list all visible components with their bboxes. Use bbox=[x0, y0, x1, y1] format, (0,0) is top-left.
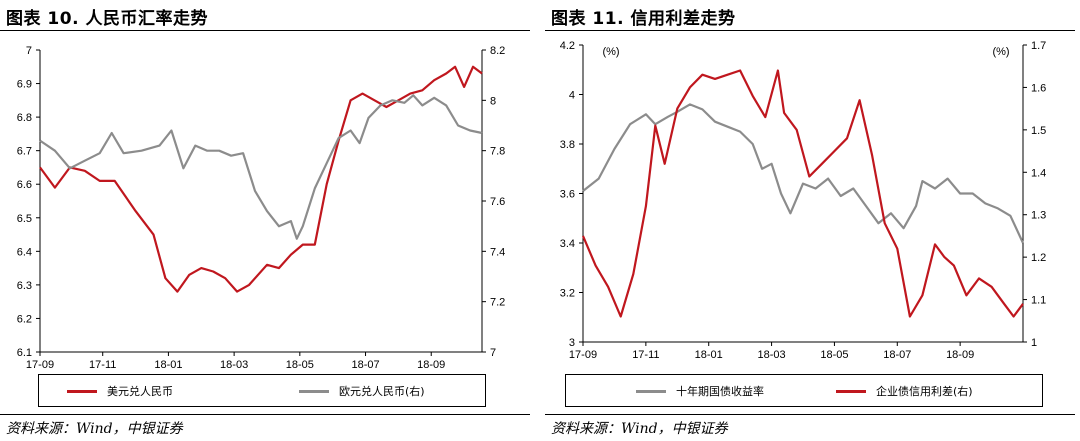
y-tick-label-left: 6.4 bbox=[17, 246, 32, 258]
chart-plot: 6.1 6.2 6.3 6.4 6.5 6.6 6.7 6.8 6.9 7 7 7.2 7.4 7.6 7.… bbox=[17, 45, 506, 371]
y-tick-label-right: 7 bbox=[490, 347, 496, 359]
x-tick-label: 18-07 bbox=[351, 359, 379, 371]
x-tick-label: 18-09 bbox=[946, 349, 974, 361]
y-tick-label-left: 3.4 bbox=[560, 238, 575, 250]
y-tick-label-right: 1.5 bbox=[1031, 125, 1046, 137]
x-tick-label: 18-03 bbox=[758, 349, 786, 361]
x-tick-label: 18-03 bbox=[220, 359, 248, 371]
x-tick-label: 17-09 bbox=[569, 349, 597, 361]
y-tick-label-right: 7.6 bbox=[490, 196, 505, 208]
chart-title: 图表 11. 信用利差走势 bbox=[551, 9, 736, 29]
series-line-2 bbox=[581, 69, 1024, 318]
y-tick-label-left: 6.9 bbox=[17, 79, 32, 91]
y-unit-right: (%) bbox=[992, 46, 1009, 58]
legend-swatch bbox=[636, 389, 666, 393]
y-tick-label-left: 7 bbox=[26, 45, 32, 57]
legend-item-series2: 欧元兑人民币(右) bbox=[299, 384, 425, 398]
legend-label: 十年期国债收益率 bbox=[676, 385, 764, 398]
legend-label: 企业债信用利差(右) bbox=[876, 385, 973, 398]
legend-swatch bbox=[836, 389, 866, 393]
y-tick-label-right: 1.2 bbox=[1031, 252, 1046, 264]
y-tick-label-left: 3.2 bbox=[560, 288, 575, 300]
y-tick-label-right: 7.2 bbox=[490, 297, 505, 309]
x-tick-label: 18-05 bbox=[820, 349, 848, 361]
source-note: 资料来源：Wind，中银证券 bbox=[551, 421, 728, 437]
y-tick-label-left: 6.7 bbox=[17, 146, 32, 158]
y-tick-label-left: 6.2 bbox=[17, 313, 32, 325]
y-tick-label-right: 8 bbox=[490, 95, 496, 107]
y-tick-label-right: 1.4 bbox=[1031, 167, 1046, 179]
legend-item-series1: 美元兑人民币 bbox=[67, 384, 173, 398]
y-tick-label-left: 4 bbox=[569, 90, 575, 102]
y-tick-label-left: 6.5 bbox=[17, 213, 32, 225]
chart-panel-credit-spread: 图表 11. 信用利差走势 3 3.2 3.4 3.6 3.8 4 4.2 1 1.1 1.2 1.… bbox=[545, 0, 1075, 441]
x-tick-label: 18-01 bbox=[695, 349, 723, 361]
legend-item-series1: 十年期国债收益率 bbox=[636, 384, 764, 398]
legend-label: 美元兑人民币 bbox=[107, 385, 173, 398]
y-tick-label-right: 1 bbox=[1031, 337, 1037, 349]
x-tick-label: 17-11 bbox=[632, 349, 659, 361]
chart-title: 图表 10. 人民币汇率走势 bbox=[6, 9, 208, 29]
chart-panel-usd-eur-cny: 图表 10. 人民币汇率走势 6.1 6.2 6.3 6.4 6.5 6.6 6.7 6.8 6… bbox=[0, 0, 530, 441]
y-tick-label-left: 4.2 bbox=[560, 40, 575, 52]
series-line-1 bbox=[582, 103, 1024, 244]
chart-legend: 美元兑人民币 欧元兑人民币(右) bbox=[38, 374, 486, 407]
y-tick-label-left: 6.8 bbox=[17, 112, 32, 124]
x-tick-label: 18-09 bbox=[417, 359, 445, 371]
y-tick-label-right: 1.7 bbox=[1031, 40, 1046, 52]
legend-item-series2: 企业债信用利差(右) bbox=[836, 384, 973, 398]
y-tick-label-left: 3 bbox=[569, 337, 575, 349]
y-tick-label-left: 3.6 bbox=[560, 189, 575, 201]
legend-swatch bbox=[299, 389, 329, 393]
source-rule bbox=[0, 414, 530, 415]
title-rule bbox=[545, 30, 1075, 31]
x-tick-label: 18-05 bbox=[286, 359, 314, 371]
y-tick-label-right: 8.2 bbox=[490, 45, 505, 57]
series-line-1 bbox=[39, 65, 483, 293]
y-tick-label-left: 3.8 bbox=[560, 139, 575, 151]
y-tick-label-left: 6.1 bbox=[17, 347, 32, 359]
y-tick-label-right: 7.4 bbox=[490, 246, 505, 258]
y-tick-label-right: 1.1 bbox=[1031, 295, 1046, 307]
y-unit-left: (%) bbox=[602, 46, 619, 58]
x-tick-label: 17-09 bbox=[26, 359, 54, 371]
source-rule bbox=[545, 414, 1075, 415]
source-note: 资料来源：Wind，中银证券 bbox=[6, 421, 183, 437]
series-line-2 bbox=[39, 94, 483, 240]
title-rule bbox=[0, 30, 530, 31]
y-tick-label-left: 6.6 bbox=[17, 179, 32, 191]
y-tick-label-right: 1.3 bbox=[1031, 210, 1046, 222]
chart-legend: 十年期国债收益率 企业债信用利差(右) bbox=[565, 374, 1043, 407]
x-tick-label: 17-11 bbox=[89, 359, 116, 371]
x-tick-label: 18-07 bbox=[883, 349, 911, 361]
y-tick-label-right: 7.8 bbox=[490, 146, 505, 158]
x-tick-label: 18-01 bbox=[154, 359, 182, 371]
chart-plot: 3 3.2 3.4 3.6 3.8 4 4.2 1 1.1 1.2 1.3 1.4 1.5 1.6 1.7 1… bbox=[560, 40, 1047, 361]
legend-label: 欧元兑人民币(右) bbox=[339, 385, 425, 398]
y-tick-label-right: 1.6 bbox=[1031, 82, 1046, 94]
y-tick-label-left: 6.3 bbox=[17, 280, 32, 292]
legend-swatch bbox=[67, 389, 97, 393]
